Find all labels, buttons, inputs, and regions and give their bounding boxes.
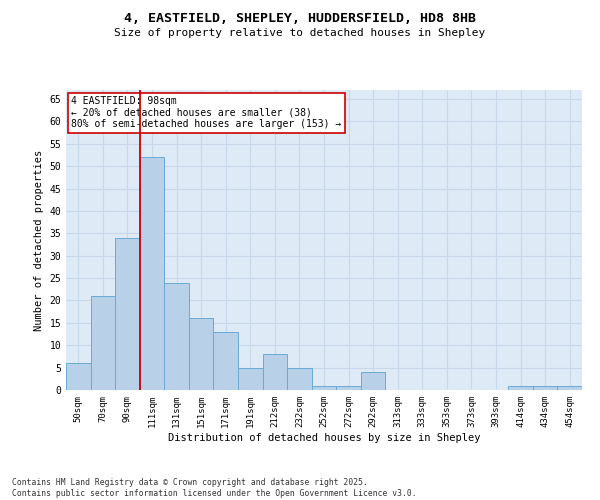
Text: 4, EASTFIELD, SHEPLEY, HUDDERSFIELD, HD8 8HB: 4, EASTFIELD, SHEPLEY, HUDDERSFIELD, HD8… [124,12,476,26]
Bar [115,238,140,390]
Bar [533,386,557,390]
Bar [312,386,336,390]
Bar [140,157,164,390]
Bar [214,332,238,390]
Bar [263,354,287,390]
Bar [361,372,385,390]
Bar [164,282,189,390]
Bar [238,368,263,390]
Text: Contains HM Land Registry data © Crown copyright and database right 2025.
Contai: Contains HM Land Registry data © Crown c… [12,478,416,498]
Text: Size of property relative to detached houses in Shepley: Size of property relative to detached ho… [115,28,485,38]
Bar [287,368,312,390]
Bar [91,296,115,390]
Bar [66,363,91,390]
Bar [189,318,214,390]
Bar [557,386,582,390]
Bar [336,386,361,390]
X-axis label: Distribution of detached houses by size in Shepley: Distribution of detached houses by size … [168,432,480,442]
Text: 4 EASTFIELD: 98sqm
← 20% of detached houses are smaller (38)
80% of semi-detache: 4 EASTFIELD: 98sqm ← 20% of detached hou… [71,96,341,129]
Bar [508,386,533,390]
Y-axis label: Number of detached properties: Number of detached properties [34,150,44,330]
